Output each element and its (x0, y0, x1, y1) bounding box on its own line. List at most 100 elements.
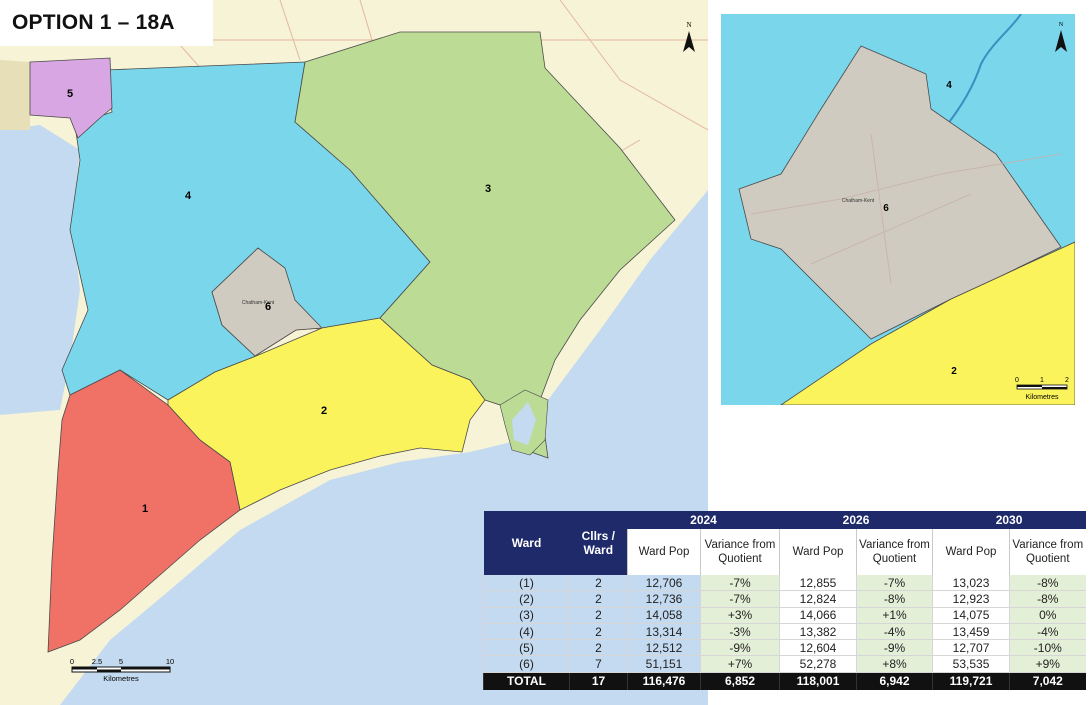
cell-var-2030: +9% (1009, 655, 1086, 673)
cell-cllrs: 2 (569, 607, 628, 624)
header-variance-2024: Variance from Quotient (699, 529, 780, 575)
ward-population-table: Ward Cllrs / Ward 2024 2026 2030 Ward Po… (483, 511, 1086, 700)
cell-pop-2030: 14,075 (932, 607, 1010, 624)
table-total-row: TOTAL 17 116,476 6,852 118,001 6,942 119… (483, 672, 1086, 690)
inset-roads (750, 133, 1062, 285)
cell-ward: (1) (483, 575, 570, 592)
svg-text:5: 5 (119, 657, 123, 666)
header-year-2026: 2026 (779, 511, 933, 529)
cell-var-2030: -8% (1009, 590, 1086, 608)
cell-var-2030: -4% (1009, 623, 1086, 641)
cell-var-2026: -7% (856, 575, 933, 592)
svg-text:Kilometres: Kilometres (103, 674, 139, 683)
cell-var-2030: 0% (1009, 607, 1086, 624)
header-year-2024: 2024 (627, 511, 780, 529)
total-pop-2024: 116,476 (627, 672, 701, 690)
ward-1-label: 1 (142, 503, 148, 515)
cell-ward: (2) (483, 590, 570, 608)
svg-text:N: N (686, 21, 691, 29)
cell-var-2030: -10% (1009, 639, 1086, 657)
svg-text:Kilometres: Kilometres (1025, 394, 1059, 401)
header-variance-2026: Variance from Quotient (856, 529, 933, 575)
cell-pop-2026: 13,382 (779, 623, 857, 641)
ward-6-label: 6 (265, 301, 271, 313)
svg-text:1: 1 (1040, 377, 1044, 384)
shore-strip (0, 60, 30, 130)
total-cllrs: 17 (569, 672, 628, 690)
table-row: (4) 2 13,314 -3% 13,382 -4% 13,459 -4% (483, 623, 1086, 641)
inset-map: 4 6 2 Chatham-Kent N 0 1 2 Kilometres (721, 14, 1075, 405)
cell-var-2030: -8% (1009, 575, 1086, 592)
header-year-2030: 2030 (932, 511, 1086, 529)
cell-var-2026: +8% (856, 655, 933, 673)
cell-pop-2026: 52,278 (779, 655, 857, 673)
inset-north-arrow-icon: N (1055, 21, 1067, 52)
total-pop-2030: 119,721 (932, 672, 1010, 690)
svg-text:10: 10 (166, 657, 174, 666)
cell-pop-2026: 12,604 (779, 639, 857, 657)
cell-cllrs: 2 (569, 590, 628, 608)
ward-6-area (211, 247, 323, 357)
svg-text:2.5: 2.5 (92, 657, 102, 666)
header-ward: Ward (483, 511, 570, 575)
header-ward-pop-2030: Ward Pop (932, 529, 1010, 575)
cell-pop-2024: 12,736 (627, 590, 701, 608)
ward-5-label: 5 (67, 88, 73, 100)
lake-st-clair (0, 125, 80, 415)
cell-pop-2026: 12,824 (779, 590, 857, 608)
cell-var-2026: -4% (856, 623, 933, 641)
cell-cllrs: 2 (569, 623, 628, 641)
header-variance-2030: Variance from Quotient (1009, 529, 1086, 575)
cell-var-2024: -9% (699, 639, 780, 657)
header-ward-pop-2024: Ward Pop (627, 529, 701, 575)
cell-pop-2030: 12,707 (932, 639, 1010, 657)
inset-place-label: Chatham-Kent (842, 198, 875, 204)
cell-ward: (3) (483, 607, 570, 624)
cell-var-2024: +7% (699, 655, 780, 673)
cell-pop-2024: 13,314 (627, 623, 701, 641)
cell-pop-2024: 14,058 (627, 607, 701, 624)
ward-3-area (294, 31, 676, 459)
total-label: TOTAL (483, 672, 570, 690)
cell-pop-2024: 51,151 (627, 655, 701, 673)
cell-cllrs: 2 (569, 639, 628, 657)
cell-pop-2030: 53,535 (932, 655, 1010, 673)
svg-text:2: 2 (1065, 377, 1069, 384)
ward-5-area (29, 57, 113, 139)
cell-pop-2030: 13,023 (932, 575, 1010, 592)
table-row: (6) 7 51,151 +7% 52,278 +8% 53,535 +9% (483, 655, 1086, 673)
map-title: OPTION 1 – 18A (12, 11, 175, 34)
inset-scale-bar: 0 1 2 Kilometres (1015, 377, 1069, 401)
total-pop-2026: 118,001 (779, 672, 857, 690)
cell-pop-2026: 14,066 (779, 607, 857, 624)
rondeau-bay (512, 402, 536, 445)
cell-var-2026: -9% (856, 639, 933, 657)
cell-pop-2030: 13,459 (932, 623, 1010, 641)
inset-ward-4-label: 4 (946, 80, 952, 91)
cell-pop-2026: 12,855 (779, 575, 857, 592)
svg-text:N: N (1059, 21, 1064, 28)
header-ward-pop-2026: Ward Pop (779, 529, 857, 575)
cell-ward: (4) (483, 623, 570, 641)
table-row: (3) 2 14,058 +3% 14,066 +1% 14,075 0% (483, 607, 1086, 624)
total-var-2026: 6,942 (856, 672, 933, 690)
inset-ward-6-area (738, 45, 1062, 340)
total-var-2030: 7,042 (1009, 672, 1086, 690)
place-label-chatham-kent: Chatham-Kent (242, 300, 275, 306)
main-map: 1 2 3 4 5 6 Chatham-Kent N 0 2.5 5 10 Ki… (0, 0, 708, 705)
cell-cllrs: 7 (569, 655, 628, 673)
ward-4-label: 4 (185, 190, 192, 202)
ward-3-label: 3 (485, 183, 491, 195)
cell-ward: (5) (483, 639, 570, 657)
map-title-box: OPTION 1 – 18A (0, 0, 213, 46)
cell-var-2024: -7% (699, 590, 780, 608)
ward-2-label: 2 (321, 405, 327, 417)
cell-pop-2030: 12,923 (932, 590, 1010, 608)
ward-1-area (47, 369, 241, 653)
cell-var-2024: -3% (699, 623, 780, 641)
cell-var-2026: +1% (856, 607, 933, 624)
north-arrow-icon: N (683, 21, 695, 52)
inset-ward-2-label: 2 (951, 366, 957, 377)
inset-ward-6-label: 6 (883, 203, 889, 214)
cell-ward: (6) (483, 655, 570, 673)
